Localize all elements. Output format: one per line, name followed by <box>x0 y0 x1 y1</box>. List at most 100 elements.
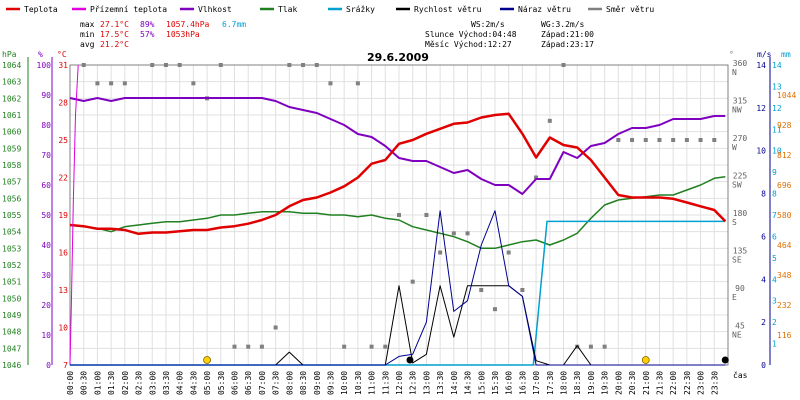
tick-mm: 1044 <box>777 91 796 100</box>
tick-x: 00:00 <box>66 371 75 395</box>
tick-x: 04:30 <box>189 371 198 395</box>
wind-dir-point <box>122 81 127 86</box>
tick-hpa: 1049 <box>2 311 21 320</box>
tick-x: 18:30 <box>573 371 582 395</box>
tick-x: 09:00 <box>313 371 322 395</box>
tick-pct: 10 <box>41 331 51 340</box>
stat-temp: 27.1°C <box>100 20 129 29</box>
tick-dir: SW <box>732 181 742 190</box>
tick-x: 17:00 <box>532 371 541 395</box>
wind-dir-point <box>163 63 168 67</box>
wind-dir-point <box>342 344 347 349</box>
tick-dir: NE <box>732 331 742 340</box>
tick-hpa: 1055 <box>2 211 21 220</box>
tick-x: 02:30 <box>135 371 144 395</box>
wind-dir-point <box>328 81 333 86</box>
tick-ms: 8 <box>761 190 766 199</box>
tick-mm: 116 <box>777 331 792 340</box>
axis-label-hpa: hPa <box>2 50 17 59</box>
wind-dir-point <box>479 288 484 292</box>
tick-degc: 25 <box>58 136 68 145</box>
tick-mm-cyan: 2 <box>772 318 777 327</box>
legend-label: Náraz větru <box>518 5 571 14</box>
tick-hpa: 1058 <box>2 161 21 170</box>
tick-pct: 20 <box>41 301 51 310</box>
stat-rain: 6.7mm <box>222 20 246 29</box>
axis-label-pct: % <box>38 50 43 59</box>
tick-hpa: 1053 <box>2 244 21 253</box>
axis-label-mm: mm <box>781 50 791 59</box>
wind-dir-point <box>643 138 648 142</box>
stat-pressure: 1057.4hPa <box>166 20 210 29</box>
wind-dir-point <box>630 138 635 142</box>
tick-mm-cyan: 9 <box>772 168 777 177</box>
tick-x: 22:00 <box>669 371 678 395</box>
tick-hpa: 1056 <box>2 194 21 203</box>
tick-x: 16:30 <box>518 371 527 395</box>
tick-hpa: 1050 <box>2 294 21 303</box>
tick-x: 14:00 <box>450 371 459 395</box>
tick-hpa: 1048 <box>2 328 21 337</box>
tick-deg: 45 <box>735 322 745 331</box>
tick-ms: 12 <box>756 104 766 113</box>
wind-dir-point <box>451 231 456 236</box>
wind-dir-point <box>424 213 429 217</box>
wind-dir-point <box>273 325 278 330</box>
stat-humidity: 57% <box>140 30 155 39</box>
tick-degc: 13 <box>58 286 68 295</box>
info-moonset: Západ:23:17 <box>541 40 594 49</box>
wind-dir-point <box>95 81 100 86</box>
tick-x: 16:00 <box>505 371 514 395</box>
wind-dir-point <box>81 63 86 67</box>
tick-x: 23:00 <box>697 371 706 395</box>
tick-x: 05:00 <box>203 371 212 395</box>
tick-x: 19:30 <box>601 371 610 395</box>
tick-mm-cyan: 4 <box>772 275 777 284</box>
info-moon: Měsíc Východ:12:27 <box>425 40 512 49</box>
wind-dir-point <box>109 81 114 86</box>
tick-deg: 360 <box>733 59 748 68</box>
tick-ms: 0 <box>761 361 766 370</box>
tick-mm: 232 <box>777 301 792 310</box>
tick-x: 11:00 <box>368 371 377 395</box>
wind-dir-point <box>657 138 662 142</box>
tick-dir: W <box>732 143 737 152</box>
tick-x: 13:30 <box>436 371 445 395</box>
tick-x: 07:30 <box>272 371 281 395</box>
stat-pressure: 1053hPa <box>166 30 200 39</box>
axis-label-deg: ° <box>729 50 734 59</box>
tick-mm: 580 <box>777 211 792 220</box>
tick-x: 09:30 <box>326 371 335 395</box>
tick-hpa: 1063 <box>2 78 21 87</box>
tick-pct: 80 <box>41 121 51 130</box>
sun-icon <box>641 356 650 364</box>
tick-x: 07:00 <box>258 371 267 395</box>
tick-degc: 19 <box>58 211 68 220</box>
tick-pct: 40 <box>41 241 51 250</box>
wind-dir-point <box>616 138 621 142</box>
tick-hpa: 1046 <box>2 361 21 370</box>
series-line <box>70 285 726 366</box>
legend-label: Rychlost větru <box>414 5 482 14</box>
wind-dir-point <box>259 344 264 349</box>
tick-x: 21:00 <box>642 371 651 395</box>
wind-dir-point <box>314 63 319 67</box>
legend-label: Vlhkost <box>198 5 232 14</box>
tick-mm-cyan: 3 <box>772 297 777 306</box>
tick-hpa: 1052 <box>2 261 21 270</box>
tick-degc: 28 <box>58 99 68 108</box>
tick-x: 13:00 <box>422 371 431 395</box>
wind-dir-point <box>177 63 182 67</box>
tick-mm-cyan: 14 <box>772 61 782 70</box>
wind-dir-point <box>191 81 196 86</box>
wind-dir-point <box>698 138 703 142</box>
wind-dir-point <box>712 138 717 142</box>
sun-icon <box>203 356 211 364</box>
tick-x: 10:00 <box>340 371 349 395</box>
tick-x: 20:00 <box>614 371 623 395</box>
wind-dir-point <box>410 279 415 284</box>
chart-title: 29.6.2009 <box>367 51 429 64</box>
tick-x: 02:00 <box>121 371 130 395</box>
tick-mm-cyan: 13 <box>772 82 782 91</box>
tick-hpa: 1060 <box>2 128 21 137</box>
